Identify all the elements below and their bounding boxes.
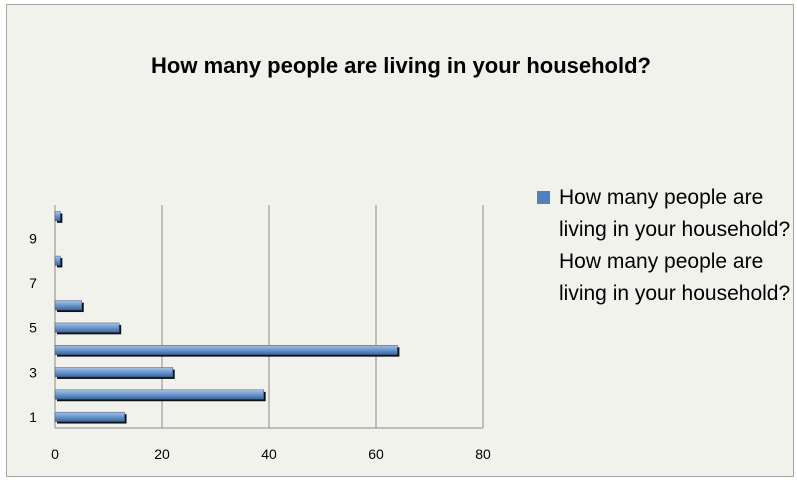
bar-3 xyxy=(54,367,173,378)
y-tick-label-3: 3 xyxy=(29,364,37,380)
y-tick-label-1: 1 xyxy=(29,409,37,425)
x-tick-labels: 0 20 40 60 80 xyxy=(51,446,491,462)
bar-2 xyxy=(54,389,264,400)
y-tick-label-9: 9 xyxy=(29,230,37,246)
x-tick-label-60: 60 xyxy=(368,446,384,462)
chart-area: How many people are living in your house… xyxy=(6,4,794,477)
x-tick-label-80: 80 xyxy=(475,446,491,462)
bar-5 xyxy=(54,322,120,333)
bar-chart-plot: 0 20 40 60 80 1 3 5 7 9 xyxy=(29,205,491,462)
x-tick-label-0: 0 xyxy=(51,446,59,462)
legend-swatch xyxy=(537,191,550,204)
bar-8 xyxy=(54,255,61,266)
legend-label: How many people are living in your house… xyxy=(559,186,791,305)
x-tick-label-40: 40 xyxy=(261,446,277,462)
bar-10 xyxy=(54,211,61,222)
y-tick-labels: 1 3 5 7 9 xyxy=(29,230,37,424)
y-tick-label-7: 7 xyxy=(29,275,37,291)
bar-1 xyxy=(54,411,125,422)
bar-4 xyxy=(54,345,398,355)
x-tick-label-20: 20 xyxy=(154,446,170,462)
bars xyxy=(54,211,400,424)
chart-title: How many people are living in your house… xyxy=(151,53,651,78)
bar-6 xyxy=(54,300,82,311)
y-tick-label-5: 5 xyxy=(29,320,37,336)
